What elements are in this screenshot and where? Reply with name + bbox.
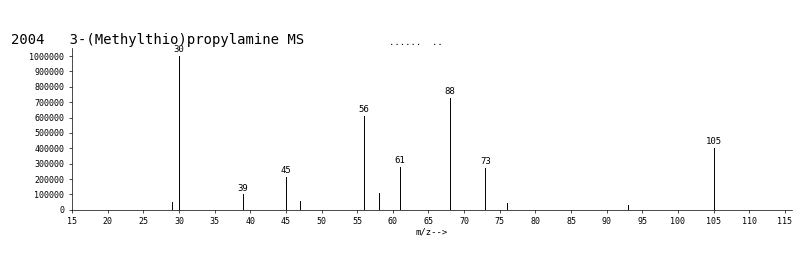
X-axis label: m/z-->: m/z--> — [416, 228, 448, 237]
Text: 73: 73 — [480, 157, 491, 166]
Text: 2004   3-(Methylthio)propylamine MS: 2004 3-(Methylthio)propylamine MS — [10, 33, 304, 47]
Text: 39: 39 — [238, 184, 249, 193]
Text: 88: 88 — [445, 87, 455, 96]
Text: 105: 105 — [706, 137, 722, 147]
Text: 45: 45 — [281, 166, 291, 175]
Text: ......  ..: ...... .. — [389, 38, 442, 47]
Text: 61: 61 — [394, 156, 406, 165]
Text: 56: 56 — [359, 105, 370, 114]
Text: 30: 30 — [174, 45, 184, 54]
